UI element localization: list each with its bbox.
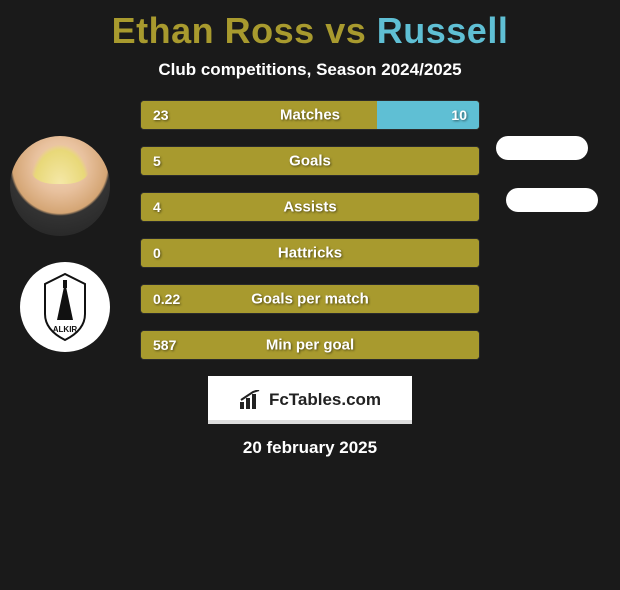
pill-decoration-1: [496, 136, 588, 160]
stat-value-left: 0: [153, 245, 161, 261]
stat-row: 23 10 Matches: [140, 100, 480, 130]
stat-label: Min per goal: [266, 337, 354, 354]
stat-value-left: 4: [153, 199, 161, 215]
stat-value-left: 0.22: [153, 291, 180, 307]
page-title: Ethan Ross vs Russell: [0, 10, 620, 52]
brand-chart-icon: [239, 390, 263, 410]
brand-text: FcTables.com: [269, 390, 381, 410]
stat-label: Goals: [289, 153, 331, 170]
club-avatar: ALKIR: [20, 262, 110, 352]
stat-row: 4 Assists: [140, 192, 480, 222]
stat-value-left: 587: [153, 337, 176, 353]
pill-decoration-2: [506, 188, 598, 212]
title-right-text: Russell: [377, 10, 509, 51]
date-text: 20 february 2025: [0, 438, 620, 458]
stat-value-right: 10: [451, 107, 467, 123]
brand-box: FcTables.com: [208, 376, 412, 424]
stat-fill-left: [141, 101, 377, 129]
stat-row: 0.22 Goals per match: [140, 284, 480, 314]
title-left-text: Ethan Ross vs: [112, 10, 377, 51]
subtitle: Club competitions, Season 2024/2025: [0, 60, 620, 80]
stat-row: 0 Hattricks: [140, 238, 480, 268]
club-badge-icon: ALKIR: [35, 272, 95, 342]
stat-label: Hattricks: [278, 245, 342, 262]
stat-value-left: 23: [153, 107, 169, 123]
stat-label: Assists: [283, 199, 336, 216]
svg-text:ALKIR: ALKIR: [53, 325, 78, 334]
stat-label: Goals per match: [251, 291, 369, 308]
stat-row: 5 Goals: [140, 146, 480, 176]
stat-row: 587 Min per goal: [140, 330, 480, 360]
stat-value-left: 5: [153, 153, 161, 169]
stat-label: Matches: [280, 107, 340, 124]
player-avatar: [10, 136, 110, 236]
